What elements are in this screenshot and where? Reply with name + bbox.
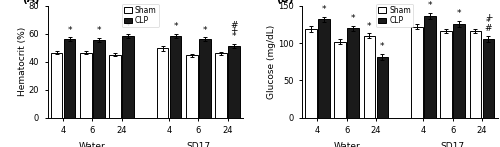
Y-axis label: Glucose (mg/dL): Glucose (mg/dL): [268, 25, 276, 99]
Bar: [122, 36, 134, 118]
Bar: [216, 53, 226, 118]
Bar: [80, 53, 92, 118]
Text: *: *: [380, 42, 384, 51]
Bar: [186, 55, 198, 118]
Bar: [318, 19, 330, 118]
Text: *: *: [428, 1, 432, 10]
Bar: [470, 31, 481, 118]
Text: *: *: [126, 22, 130, 31]
Bar: [364, 36, 375, 118]
Text: SD17: SD17: [186, 142, 210, 147]
Text: *: *: [457, 9, 462, 18]
Text: +: +: [230, 26, 238, 35]
Text: *: *: [202, 26, 207, 35]
Legend: Sham, CLP: Sham, CLP: [376, 4, 413, 27]
Bar: [51, 53, 62, 118]
Text: Water: Water: [79, 142, 106, 147]
Legend: Sham, CLP: Sham, CLP: [122, 4, 159, 27]
Text: *: *: [68, 26, 72, 35]
Bar: [228, 46, 239, 118]
Text: (B): (B): [276, 0, 294, 4]
Bar: [454, 24, 465, 118]
Text: *: *: [232, 32, 236, 41]
Bar: [482, 39, 494, 118]
Text: +: +: [484, 13, 492, 22]
Y-axis label: Hematocrit (%): Hematocrit (%): [18, 27, 27, 96]
Text: #: #: [484, 24, 492, 33]
Text: Water: Water: [334, 142, 360, 147]
Text: *: *: [174, 22, 178, 31]
Bar: [199, 39, 210, 118]
Text: *: *: [96, 26, 101, 35]
Bar: [424, 16, 436, 118]
Text: *: *: [322, 5, 326, 14]
Text: *: *: [486, 18, 490, 27]
Text: *: *: [367, 22, 372, 31]
Text: (A): (A): [22, 0, 40, 4]
Bar: [411, 27, 422, 118]
Bar: [64, 39, 76, 118]
Bar: [376, 57, 388, 118]
Text: *: *: [351, 14, 356, 23]
Bar: [170, 36, 181, 118]
Bar: [440, 31, 452, 118]
Bar: [334, 42, 346, 118]
Bar: [306, 29, 316, 118]
Bar: [93, 40, 104, 118]
Bar: [348, 28, 359, 118]
Bar: [157, 49, 168, 118]
Text: #: #: [230, 21, 238, 30]
Text: SD17: SD17: [440, 142, 464, 147]
Bar: [110, 55, 121, 118]
